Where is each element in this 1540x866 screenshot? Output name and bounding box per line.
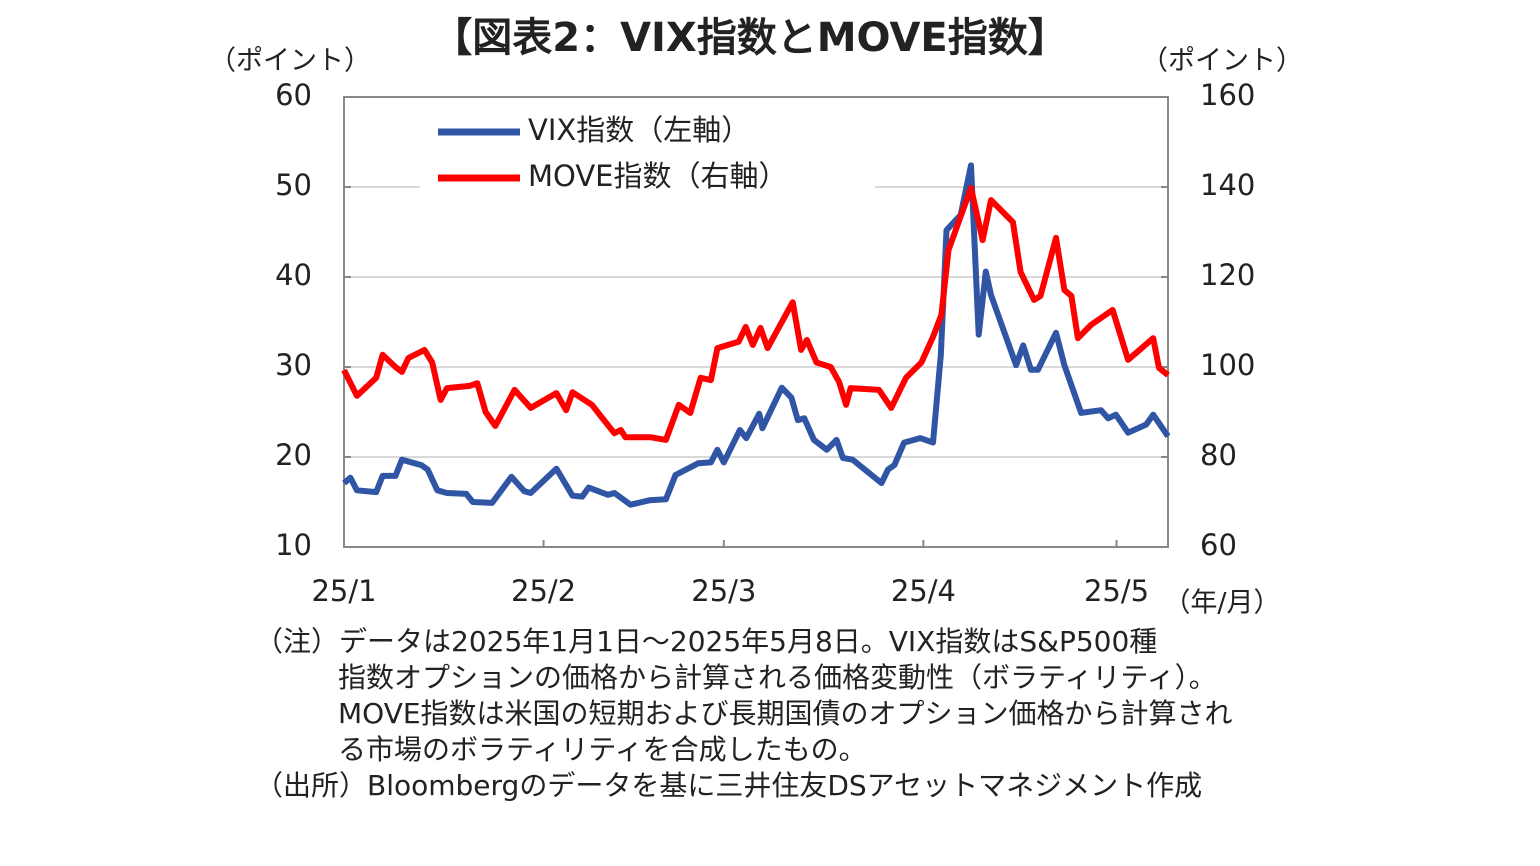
- y-tick-label: 10: [275, 528, 312, 562]
- x-tick-label: 25/4: [891, 574, 956, 608]
- note: る市場のボラティリティを合成したもの。: [338, 733, 867, 766]
- y2-axis-label: （ポイント）: [1141, 46, 1303, 77]
- y-tick-label: 50: [275, 168, 312, 202]
- x-tick-label: 25/5: [1084, 574, 1149, 608]
- legend-label: MOVE指数（右軸）: [528, 159, 788, 193]
- legend-label: VIX指数（左軸）: [528, 113, 750, 147]
- series-line: [342, 162, 1171, 508]
- source: （出所）Bloombergのデータを基に三井住友DSアセットマネジメント作成: [255, 769, 1202, 802]
- x-tick-label: 25/1: [311, 574, 376, 608]
- y2-tick-label: 80: [1200, 438, 1237, 472]
- series-line: [341, 184, 1170, 443]
- x-axis-label: （年/月）: [1163, 588, 1280, 619]
- y2-tick-label: 120: [1200, 258, 1255, 292]
- x-tick-label: 25/3: [691, 574, 756, 608]
- y-tick-label: 40: [275, 258, 312, 292]
- chart-title: 【図表2：VIX指数とMOVE指数】: [432, 15, 1068, 61]
- y-tick-label: 60: [275, 78, 312, 112]
- y2-tick-label: 100: [1200, 348, 1255, 382]
- note: （注）データは2025年1月1日～2025年5月8日。VIX指数はS&P500種: [255, 625, 1157, 658]
- note: MOVE指数は米国の短期および長期国債のオプション価格から計算され: [338, 697, 1233, 730]
- y2-tick-label: 60: [1200, 528, 1237, 562]
- plot-frame: [343, 96, 1169, 548]
- y-axis-label: （ポイント）: [209, 46, 371, 77]
- y2-tick-label: 140: [1200, 168, 1255, 202]
- legend-box: [420, 108, 875, 203]
- y-tick-label: 30: [275, 348, 312, 382]
- y2-tick-label: 160: [1200, 78, 1255, 112]
- y-tick-label: 20: [275, 438, 312, 472]
- x-tick-label: 25/2: [511, 574, 576, 608]
- note: 指数オプションの価格から計算される価格変動性（ボラティリティ）。: [338, 661, 1217, 694]
